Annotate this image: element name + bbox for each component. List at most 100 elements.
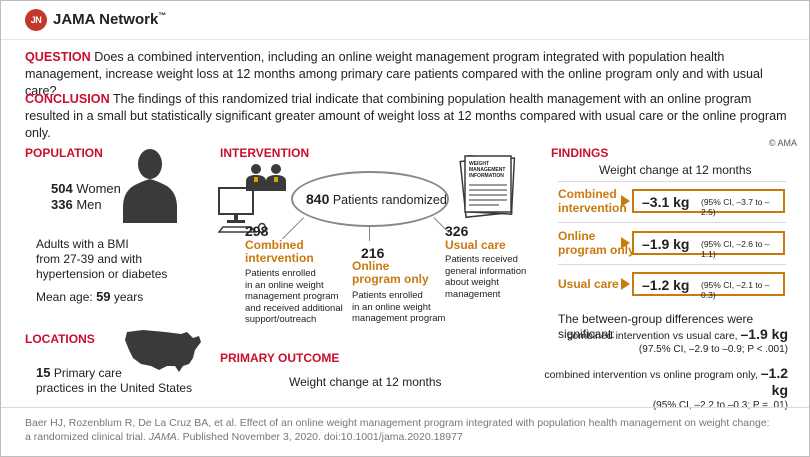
question-label: QUESTION xyxy=(25,50,91,64)
arm-name-line: intervention xyxy=(245,251,314,265)
comparison-label: combined intervention vs usual care, xyxy=(567,330,738,342)
divider xyxy=(558,264,786,265)
arm-combined: 298 Combined intervention xyxy=(245,223,314,265)
arm-desc-line: Patients received xyxy=(445,254,518,265)
finding-label-line: intervention xyxy=(558,201,627,215)
divider xyxy=(558,222,786,223)
arm-usual: 326 Usual care xyxy=(445,223,506,252)
arm-name-line: Combined xyxy=(245,238,304,252)
arm-count: 326 xyxy=(445,223,469,239)
intervention-title: INTERVENTION xyxy=(220,146,310,160)
arrow-icon xyxy=(621,195,630,207)
finding-value: –1.2 kg xyxy=(642,277,690,293)
conclusion-block: CONCLUSION The findings of this randomiz… xyxy=(25,91,795,142)
jama-logo-icon: JN xyxy=(25,9,47,31)
arrow-icon xyxy=(621,237,630,249)
person-icon xyxy=(123,149,177,223)
arm-count: 298 xyxy=(245,223,269,239)
arm-online-name: Online program only xyxy=(352,260,429,286)
finding-label-line: Combined xyxy=(558,187,617,201)
finding-box-combined: –3.1 kg (95% CI, –3.7 to –2.5) xyxy=(632,189,785,217)
arm-desc-line: and received additional xyxy=(245,302,343,314)
criteria-line: from 27-39 and with xyxy=(36,252,143,266)
arm-name: Usual care xyxy=(445,238,506,252)
arm-desc-line: management program xyxy=(245,291,339,302)
comparison-value: –1.2 kg xyxy=(760,365,788,398)
primary-outcome-text: Weight change at 12 months xyxy=(289,375,442,389)
question-text: Does a combined intervention, including … xyxy=(25,50,763,98)
finding-value: –1.9 kg xyxy=(642,236,690,252)
arm-desc-line: in an online weight xyxy=(352,301,431,313)
randomized-label: 840 Patients randomized xyxy=(306,191,447,207)
finding-label-online: Online program only xyxy=(558,229,635,257)
locations-title: LOCATIONS xyxy=(25,332,95,346)
comparison-1: combined intervention vs usual care, –1.… xyxy=(558,327,788,356)
document-label-line: MANAGEMENT xyxy=(469,167,506,173)
finding-box-online: –1.9 kg (95% CI, –2.6 to –1.1) xyxy=(632,231,785,259)
population-title: POPULATION xyxy=(25,146,103,160)
us-map-icon xyxy=(125,330,201,372)
conclusion-text: The findings of this randomized trial in… xyxy=(25,92,787,140)
men-count: 336 Men xyxy=(51,197,102,212)
randomized-oval xyxy=(291,171,449,227)
brand-name: JAMA Network™ xyxy=(53,11,167,28)
arm-usual-desc: Patients received general information ab… xyxy=(445,254,526,300)
citation: Baer HJ, Rozenblum R, De La Cruz BA, et … xyxy=(25,416,785,444)
comparison-label: combined intervention vs online program … xyxy=(544,369,758,381)
arm-desc-line: management xyxy=(445,288,501,300)
header: JN JAMA Network™ xyxy=(1,1,809,40)
question-block: QUESTION Does a combined intervention, i… xyxy=(25,49,795,100)
arm-desc-line: about weight xyxy=(445,277,499,288)
arm-desc-line: management program xyxy=(352,313,446,324)
comparison-ci: (95% CI, –2.2 to –0.3; P = .01) xyxy=(652,400,788,411)
arm-desc-line: in an online weight xyxy=(245,279,324,291)
locations-line: 15 Primary care xyxy=(36,365,122,380)
finding-label-combined: Combined intervention xyxy=(558,187,627,215)
finding-value: –3.1 kg xyxy=(642,194,690,210)
connector-line xyxy=(369,226,370,241)
arm-name: Combined intervention xyxy=(245,239,314,265)
citation-line: Baer HJ, Rozenblum R, De La Cruz BA, et … xyxy=(25,417,770,429)
locations-line: practices in the United States xyxy=(36,381,193,395)
copyright: © AMA xyxy=(768,138,797,148)
primary-outcome-title: PRIMARY OUTCOME xyxy=(220,351,340,365)
conclusion-label: CONCLUSION xyxy=(25,92,110,106)
criteria-text: Adults with a BMI from 27-39 and with hy… xyxy=(36,237,167,282)
document-label: WEIGHT MANAGEMENT INFORMATION xyxy=(469,161,505,179)
arm-desc-line: support/outreach xyxy=(245,314,317,325)
arm-desc-line: Patients enrolled xyxy=(245,268,316,279)
document-label-line: INFORMATION xyxy=(469,173,504,179)
footer-divider xyxy=(1,407,809,408)
finding-ci: (95% CI, –3.7 to –2.5) xyxy=(701,197,770,217)
comparison-2: combined intervention vs online program … xyxy=(541,366,788,412)
divider xyxy=(558,181,786,182)
arm-desc-line: Patients enrolled xyxy=(352,290,423,301)
mean-age: Mean age: 59 years xyxy=(36,289,144,304)
citation-line: a randomized clinical trial. JAMA. Publi… xyxy=(25,431,463,443)
finding-ci: (95% CI, –2.6 to –1.1) xyxy=(701,239,770,259)
arm-name-line: program only xyxy=(352,272,429,286)
arm-online-count-block: 216 xyxy=(361,245,384,261)
finding-box-usual: –1.2 kg (95% CI, –2.1 to –0.3) xyxy=(632,272,785,300)
arm-count: 216 xyxy=(361,245,385,261)
women-count: 504 Women xyxy=(51,181,121,196)
finding-label-line: Online xyxy=(558,229,596,243)
finding-label-line: program only xyxy=(558,243,635,257)
comparison-ci: (97.5% CI, –2.9 to –0.9; P < .001) xyxy=(638,344,788,355)
criteria-line: hypertension or diabetes xyxy=(36,267,168,281)
findings-subtitle: Weight change at 12 months xyxy=(599,163,752,177)
criteria-line: Adults with a BMI xyxy=(36,237,129,251)
finding-ci: (95% CI, –2.1 to –0.3) xyxy=(701,280,770,300)
finding-label-usual: Usual care xyxy=(558,277,619,291)
arm-online-desc: Patients enrolled in an online weight ma… xyxy=(352,290,445,325)
computer-icon xyxy=(217,187,267,233)
arrow-icon xyxy=(621,278,630,290)
comparison-value: –1.9 kg xyxy=(740,326,788,342)
locations-text: 15 Primary care practices in the United … xyxy=(36,365,192,396)
findings-title: FINDINGS xyxy=(551,146,609,160)
arm-name-line: Online xyxy=(352,259,390,273)
between-group-title: The between-group differences were signi… xyxy=(558,312,754,341)
document-label-line: WEIGHT xyxy=(469,161,489,167)
arm-desc-line: general information xyxy=(445,265,527,277)
